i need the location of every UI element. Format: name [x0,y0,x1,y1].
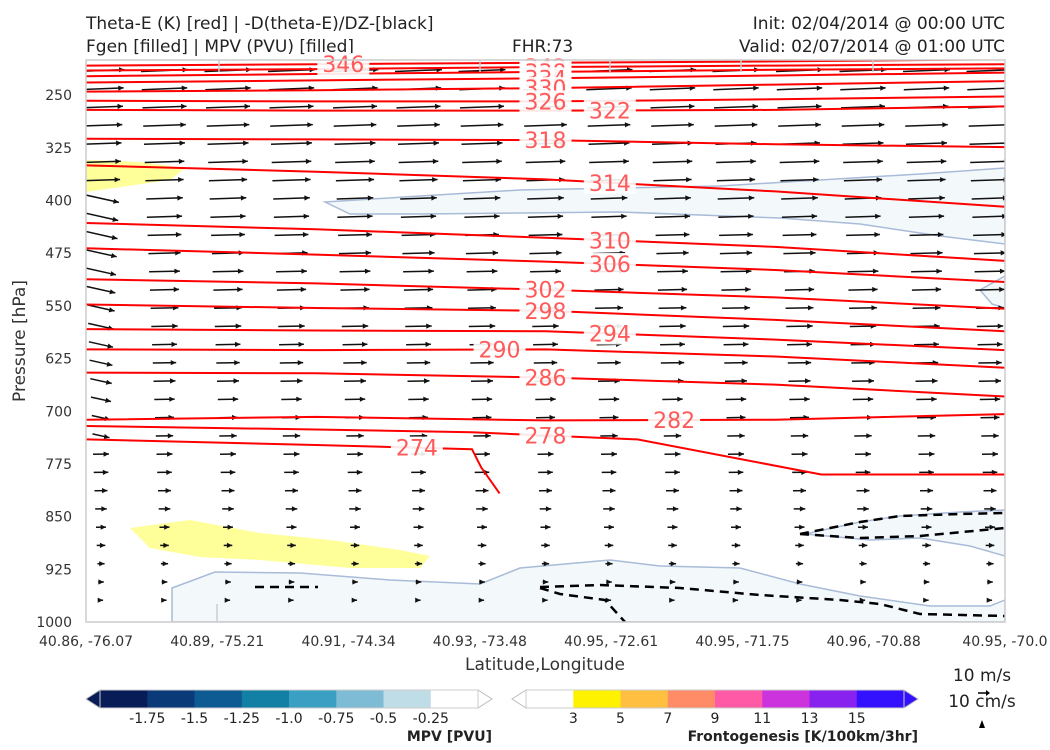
theta-e-label-286: 286 [525,367,567,392]
colorbar-swatch [147,690,195,708]
colorbar-tick-label: 13 [801,711,819,727]
wind-reference-vertical: 10 cm/s [948,692,1016,712]
colorbar-left-tip [86,690,100,708]
y-axis-label: Pressure [hPa] [10,280,30,402]
colorbar-swatch [668,690,716,708]
colorbar-right-tip [904,690,918,708]
x-axis-ticks: 40.86, -76.07 40.89, -75.21 40.91, -74.34 4… [39,634,1048,650]
theta-e-label-278: 278 [525,424,567,449]
colorbar-swatch [526,690,574,708]
theta-e-label-310: 310 [589,229,631,254]
x-tick-label: 40.89, -75.21 [170,634,264,650]
colorbar-tick-label: -0.25 [413,711,449,727]
colorbar-swatch [336,690,384,708]
mpv-colorbar-title: MPV [PVU] [407,729,492,745]
colorbar-tick-label: -1.5 [181,711,208,727]
theta-e-label-282: 282 [653,409,695,434]
colorbar-right-tip [478,690,492,708]
theta-e-label-346: 346 [322,53,364,78]
colorbar-tick-label: 7 [663,711,672,727]
y-tick-label: 625 [45,352,72,368]
x-tick-label: 40.93, -73.48 [433,634,527,650]
x-axis-label: Latitude,Longitude [465,655,625,675]
colorbar-swatch [857,690,905,708]
colorbar-tick-label: -1.25 [224,711,260,727]
y-tick-label: 775 [45,457,72,473]
colorbar-swatch [810,690,858,708]
theta-e-label-306: 306 [589,253,631,278]
y-tick-label: 475 [45,246,72,262]
colorbar-swatch [431,690,479,708]
wind-reference-arrowhead-v [979,720,985,728]
x-tick-label: 40.91, -74.34 [302,634,396,650]
y-tick-label: 1000 [36,615,72,631]
colorbar-tick-label: 11 [753,711,771,727]
theta-e-label-294: 294 [589,323,631,348]
colorbar-tick-label: -0.75 [318,711,354,727]
colorbar-swatch [384,690,432,708]
colorbar-tick-label: 5 [616,711,625,727]
y-tick-label: 250 [45,88,72,104]
y-tick-label: 325 [45,141,72,157]
y-tick-label: 925 [45,562,72,578]
x-tick-label: 40.95, -72.61 [564,634,658,650]
colorbar-tick-label: 15 [848,711,866,727]
colorbar-swatch [289,690,337,708]
cross-section-chart: 3463423383343303263223183143103063022982… [0,0,1050,750]
y-tick-label: 850 [45,510,72,526]
x-tick-label: 40.86, -76.07 [39,634,133,650]
colorbar-swatch [762,690,810,708]
wind-reference-horizontal: 10 m/s [953,666,1011,686]
frontogenesis-colorbar: 3 5 7 9 11 13 15 [512,690,918,727]
x-tick-label: 40.95, -71.75 [695,634,789,650]
colorbar-tick-label: -1.0 [275,711,302,727]
x-tick-label: 40.96, -70.88 [827,634,921,650]
colorbar-tick-label: -1.75 [129,711,165,727]
colorbar-swatch [715,690,763,708]
colorbar-tick-label: 9 [711,711,720,727]
colorbar-tick-label: 3 [569,711,578,727]
theta-e-label-322: 322 [589,99,631,124]
theta-e-label-290: 290 [479,339,521,364]
theta-e-label-274: 274 [396,437,438,462]
y-tick-label: 700 [45,404,72,420]
mpv-colorbar: -1.75 -1.5 -1.25 -1.0 -0.75 -0.5 -0.25 [86,690,492,727]
y-tick-label: 550 [45,299,72,315]
y-tick-label: 400 [45,194,72,210]
theta-e-label-318: 318 [525,129,567,154]
colorbar-swatch [100,690,148,708]
theta-e-label-298: 298 [525,300,567,325]
colorbar-left-tip [512,690,526,708]
colorbar-swatch [573,690,621,708]
colorbar-swatch [195,690,243,708]
colorbar-swatch [621,690,669,708]
theta-e-label-314: 314 [589,172,631,197]
wind-reference: 10 m/s 10 cm/s [948,666,1016,728]
frontogenesis-colorbar-title: Frontogenesis [K/100km/3hr] [688,729,918,745]
x-tick-label: 40.95, -70.0 [962,634,1047,650]
colorbar-tick-label: -0.5 [370,711,397,727]
theta-e-label-326: 326 [525,90,567,115]
y-axis-ticks: 250 325 400 475 550 625 700 775 850 925 1000 [36,88,72,631]
colorbar-swatch [242,690,290,708]
